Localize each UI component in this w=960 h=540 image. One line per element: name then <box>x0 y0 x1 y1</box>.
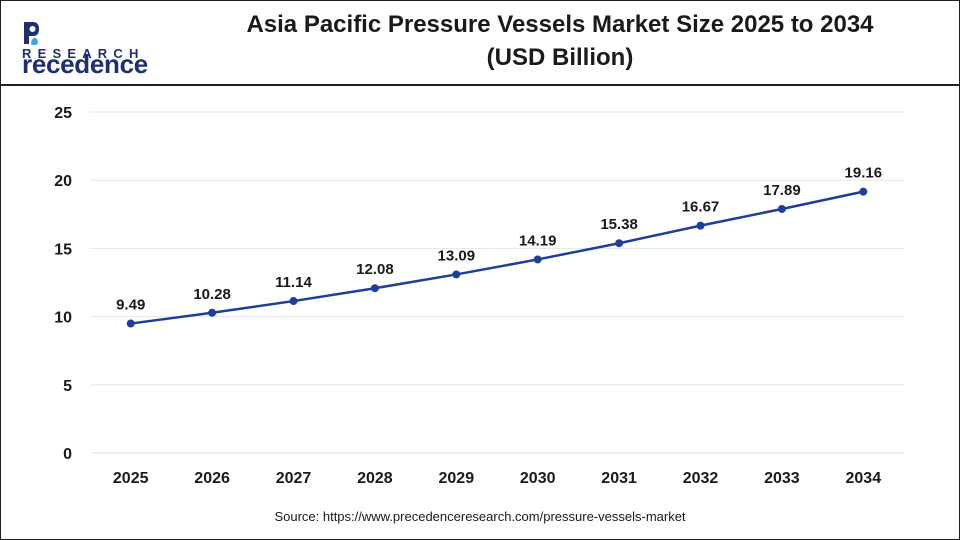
data-point <box>859 187 868 196</box>
source-note: Source: https://www.precedenceresearch.c… <box>274 509 686 524</box>
chart-title: Asia Pacific Pressure Vessels Market Siz… <box>200 8 920 74</box>
chart-title-line-1: Asia Pacific Pressure Vessels Market Siz… <box>246 11 874 38</box>
x-tick-label: 2025 <box>113 470 149 487</box>
data-label: 9.49 <box>116 297 145 314</box>
data-point <box>452 270 461 279</box>
data-label: 10.28 <box>193 286 231 303</box>
data-point <box>777 204 786 213</box>
data-point <box>126 319 135 328</box>
header: recedence RESEARCH Asia Pacific Pressure… <box>0 0 960 86</box>
x-axis-ticks: 2025 2026 2027 2028 2029 2030 2031 2032 2033 2034 <box>113 470 881 487</box>
data-points <box>126 187 868 328</box>
data-point <box>696 221 705 230</box>
data-point <box>208 308 217 317</box>
x-tick-label: 2034 <box>846 470 882 487</box>
y-tick-label: 10 <box>54 310 72 327</box>
y-tick-label: 25 <box>54 105 72 122</box>
data-point <box>370 284 379 293</box>
x-tick-label: 2030 <box>520 470 556 487</box>
y-tick-label: 0 <box>63 446 72 463</box>
x-tick-label: 2033 <box>764 470 800 487</box>
data-label: 19.16 <box>845 165 883 182</box>
brand-p-icon <box>24 22 39 45</box>
data-label: 17.89 <box>763 182 801 199</box>
x-tick-label: 2027 <box>276 470 312 487</box>
x-tick-label: 2031 <box>601 470 637 487</box>
y-tick-label: 15 <box>54 241 72 258</box>
data-label: 15.38 <box>600 216 638 233</box>
x-tick-label: 2028 <box>357 470 393 487</box>
brand-logo: recedence RESEARCH <box>14 12 164 79</box>
data-label: 12.08 <box>356 261 394 278</box>
data-point <box>533 255 542 264</box>
y-tick-label: 20 <box>54 173 72 190</box>
data-label: 13.09 <box>438 247 476 264</box>
data-label: 14.19 <box>519 232 557 249</box>
data-label: 16.67 <box>682 199 720 216</box>
gridlines <box>90 111 904 454</box>
data-point <box>615 239 624 248</box>
data-label: 11.14 <box>275 274 312 291</box>
series-line <box>130 190 864 325</box>
data-point <box>289 297 298 306</box>
brand-wordmark: recedence <box>22 18 164 80</box>
x-tick-label: 2029 <box>439 470 475 487</box>
x-tick-label: 2026 <box>194 470 230 487</box>
data-labels: 9.49 10.28 11.14 12.08 13.09 14.19 15.38 16.67 1… <box>116 165 882 314</box>
x-tick-label: 2032 <box>683 470 719 487</box>
brand-tagline: RESEARCH <box>22 46 145 61</box>
chart-title-line-2: (USD Billion) <box>486 44 634 71</box>
y-tick-label: 5 <box>63 378 72 395</box>
brand-name: recedence <box>22 49 148 79</box>
y-axis-ticks: 0 5 10 15 20 25 <box>54 105 72 463</box>
